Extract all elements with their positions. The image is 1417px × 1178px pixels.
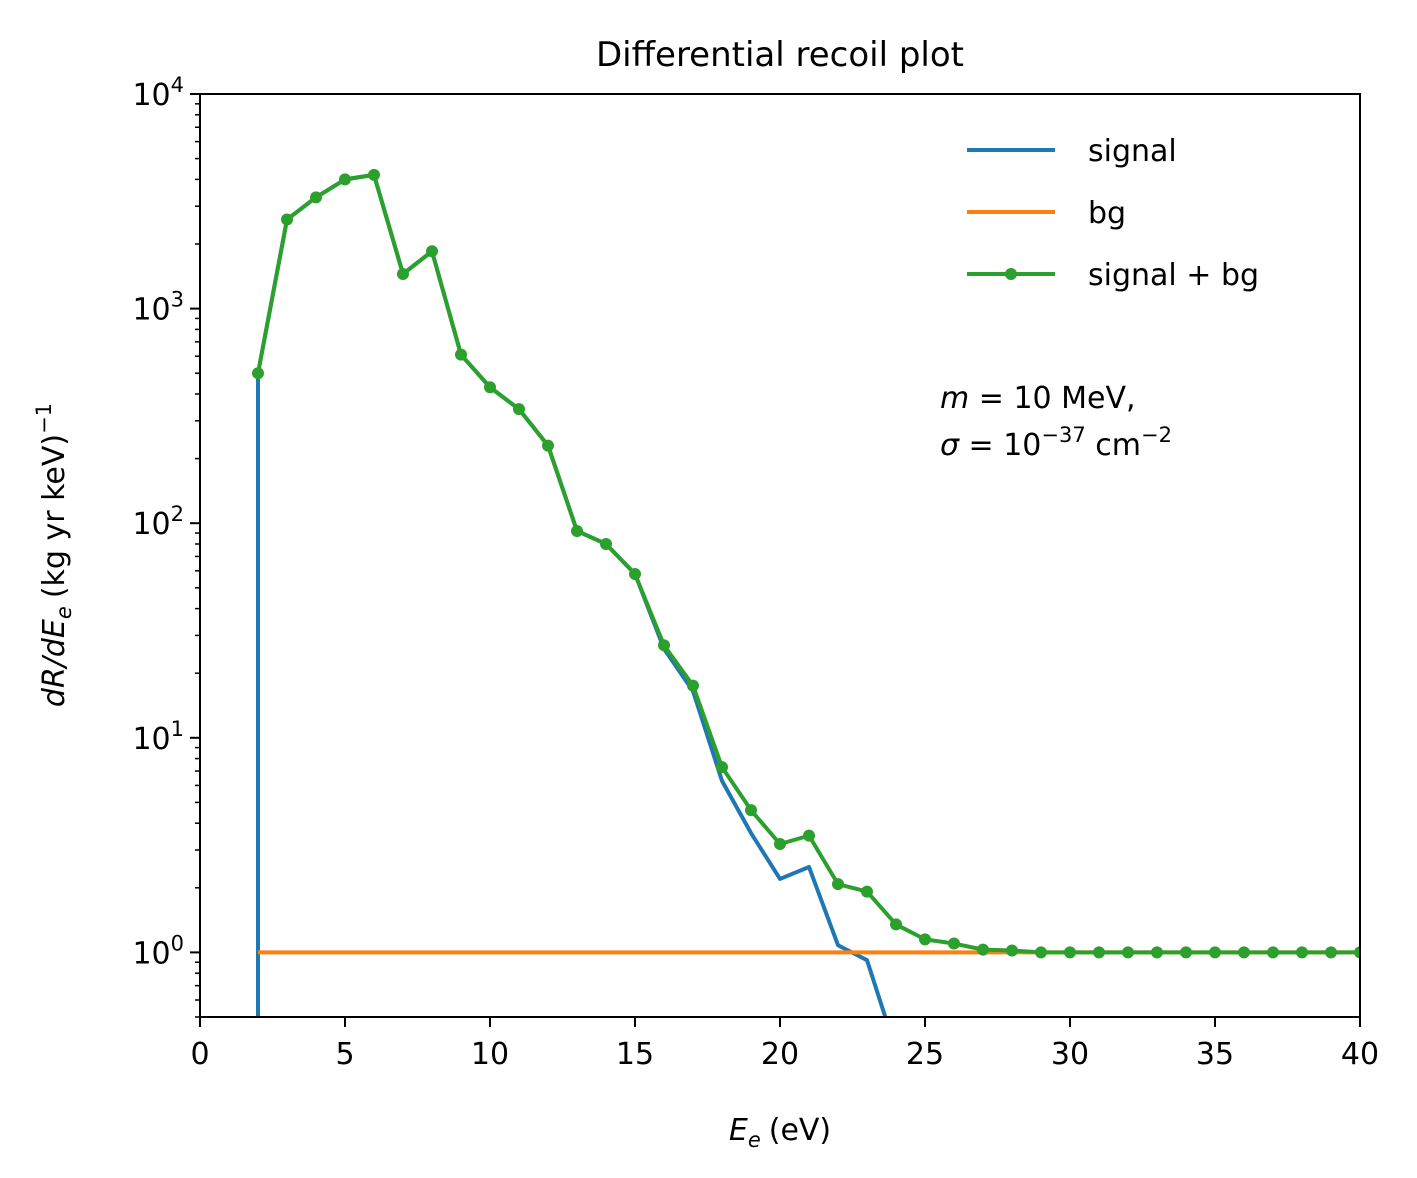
- annotation-line-1: m = 10 MeV,: [940, 381, 1136, 416]
- y-tick-label: 103: [132, 288, 184, 328]
- annotation-line-2: σ = 10−37 cm−2: [940, 423, 1172, 463]
- x-tick-label: 40: [1341, 1037, 1379, 1072]
- x-axis-label-sub: e: [748, 1128, 761, 1152]
- data-point-signal-bg: [484, 381, 496, 394]
- data-point-signal-bg: [948, 937, 960, 950]
- y-tick-label: 100: [132, 931, 184, 971]
- data-point-signal-bg: [1209, 946, 1221, 959]
- legend-marker-signal-bg: [1005, 268, 1017, 280]
- data-point-signal-bg: [629, 567, 641, 580]
- data-point-signal-bg: [513, 403, 525, 416]
- data-point-signal-bg: [1006, 944, 1018, 957]
- annotation-mass-var: m: [940, 381, 969, 416]
- annotation-sigma-base: = 10: [959, 428, 1041, 463]
- data-point-signal-bg: [861, 885, 873, 898]
- x-axis-label-var: E: [729, 1113, 748, 1148]
- y-tick-label: 101: [132, 717, 184, 757]
- data-point-signal-bg: [1267, 946, 1279, 959]
- chart-title: Differential recoil plot: [596, 35, 964, 75]
- data-point-signal-bg: [600, 538, 612, 550]
- y-axis-label-exp: −1: [32, 403, 56, 434]
- x-tick-label: 20: [761, 1037, 799, 1072]
- data-point-signal-bg: [919, 933, 931, 946]
- data-point-signal-bg: [542, 439, 554, 452]
- data-point-signal-bg: [397, 267, 409, 280]
- data-point-signal-bg: [687, 679, 699, 692]
- x-tick-label: 30: [1051, 1037, 1089, 1072]
- y-tick-label: 102: [132, 502, 184, 542]
- data-point-signal-bg: [890, 918, 902, 931]
- data-point-signal-bg: [774, 837, 786, 850]
- data-point-signal-bg: [658, 639, 670, 652]
- x-tick-label: 25: [906, 1037, 944, 1072]
- data-point-signal-bg: [1296, 946, 1308, 959]
- data-point-signal-bg: [716, 761, 728, 774]
- y-tick-label: 104: [132, 73, 184, 113]
- data-point-signal-bg: [281, 213, 293, 226]
- y-axis-label-unit: (kg yr keV): [37, 434, 72, 598]
- x-axis-label-unit: (eV): [769, 1113, 831, 1148]
- x-tick-label: 35: [1196, 1037, 1234, 1072]
- data-point-signal-bg: [803, 829, 815, 842]
- annotation-sigma-unit-exp: −2: [1141, 423, 1172, 447]
- data-point-signal-bg: [339, 173, 351, 186]
- data-point-signal-bg: [455, 348, 467, 361]
- x-tick-label: 5: [335, 1037, 354, 1072]
- data-point-signal-bg: [368, 168, 380, 181]
- data-point-signal-bg: [1151, 946, 1163, 959]
- data-point-signal-bg: [1354, 946, 1360, 959]
- x-tick-label: 10: [471, 1037, 509, 1072]
- annotation-sigma-exp: −37: [1041, 423, 1085, 447]
- data-point-signal-bg: [310, 191, 322, 204]
- data-point-signal-bg: [1035, 946, 1047, 959]
- data-point-signal-bg: [1238, 946, 1250, 959]
- legend: signal bg signal + bg: [967, 134, 1259, 293]
- legend-label-signal-bg: signal + bg: [1088, 258, 1259, 293]
- legend-label-bg: bg: [1088, 196, 1126, 231]
- y-axis: 100 101 102 103 104: [132, 73, 200, 1018]
- data-point-signal-bg: [1325, 946, 1337, 959]
- data-point-signal-bg: [571, 524, 583, 537]
- annotation-mass-value: = 10 MeV,: [969, 381, 1135, 416]
- annotation-sigma-var: σ: [940, 428, 960, 463]
- data-point-signal-bg: [977, 943, 989, 956]
- data-point-signal-bg: [1122, 946, 1134, 959]
- y-axis-label-prefix: dR/dE: [37, 619, 72, 707]
- x-tick-label: 15: [616, 1037, 654, 1072]
- y-axis-label: dR/dEe (kg yr keV)−1: [32, 403, 76, 707]
- annotation-sigma-unit: cm: [1086, 428, 1141, 463]
- data-point-signal-bg: [426, 245, 438, 258]
- x-axis: 0 5 10 15 20 25 30 35 40: [190, 1017, 1379, 1072]
- data-point-signal-bg: [1093, 946, 1105, 959]
- data-point-signal-bg: [252, 367, 264, 380]
- data-point-signal-bg: [745, 804, 757, 817]
- annotation: m = 10 MeV, σ = 10−37 cm−2: [940, 381, 1172, 463]
- series-layer: [252, 168, 1360, 1017]
- x-tick-label: 0: [190, 1037, 209, 1072]
- y-axis-label-sub: e: [52, 606, 76, 619]
- data-point-signal-bg: [832, 878, 844, 891]
- legend-label-signal: signal: [1088, 134, 1177, 169]
- data-point-signal-bg: [1064, 946, 1076, 959]
- data-point-signal-bg: [1180, 946, 1192, 959]
- x-axis-label: Ee (eV): [729, 1113, 831, 1152]
